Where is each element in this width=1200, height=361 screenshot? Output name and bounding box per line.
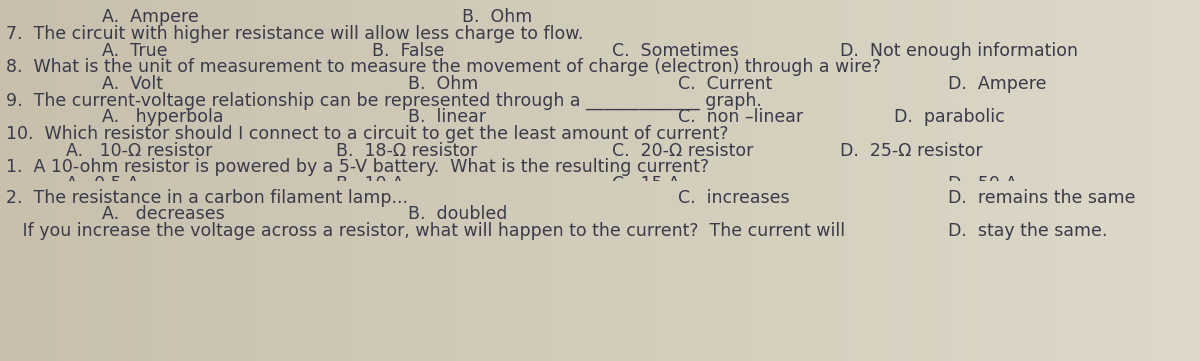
- Text: A.   10-Ω resistor: A. 10-Ω resistor: [66, 142, 212, 160]
- Text: 10.  Which resistor should I connect to a circuit to get the least amount of cur: 10. Which resistor should I connect to a…: [6, 125, 728, 143]
- Text: C.  15 A: C. 15 A: [612, 175, 680, 193]
- Text: 7.  The circuit with higher resistance will allow less charge to flow.: 7. The circuit with higher resistance wi…: [6, 25, 583, 43]
- Text: B.  linear: B. linear: [408, 108, 486, 126]
- Text: C.  non –linear: C. non –linear: [678, 108, 803, 126]
- Text: C.  Sometimes: C. Sometimes: [612, 42, 739, 60]
- Text: D.  Ampere: D. Ampere: [948, 75, 1046, 93]
- Text: C.  20-Ω resistor: C. 20-Ω resistor: [612, 142, 754, 160]
- Text: 2.  The resistance in a carbon filament lamp...: 2. The resistance in a carbon filament l…: [6, 188, 408, 206]
- Text: C.  Current: C. Current: [678, 75, 773, 93]
- Text: D.  Not enough information: D. Not enough information: [840, 42, 1078, 60]
- Text: 9.  The current-voltage relationship can be represented through a _____________ : 9. The current-voltage relationship can …: [6, 92, 762, 110]
- Text: A.  Ampere: A. Ampere: [102, 8, 199, 26]
- Text: B.  Ohm: B. Ohm: [462, 8, 533, 26]
- Text: B.  18-Ω resistor: B. 18-Ω resistor: [336, 142, 478, 160]
- Text: A.   decreases: A. decreases: [102, 205, 224, 223]
- Text: B.  False: B. False: [372, 42, 444, 60]
- Text: A.  True: A. True: [102, 42, 168, 60]
- Text: D.  parabolic: D. parabolic: [894, 108, 1004, 126]
- Text: D.  50 A: D. 50 A: [948, 175, 1018, 193]
- Text: B.  doubled: B. doubled: [408, 205, 508, 223]
- Text: If you increase the voltage across a resistor, what will happen to the current? : If you increase the voltage across a res…: [6, 222, 845, 240]
- Text: D.  remains the same: D. remains the same: [948, 188, 1135, 206]
- Text: A.  Volt: A. Volt: [102, 75, 163, 93]
- Text: B.  10 A: B. 10 A: [336, 175, 404, 193]
- Text: D.  25-Ω resistor: D. 25-Ω resistor: [840, 142, 983, 160]
- Text: A.   hyperbola: A. hyperbola: [102, 108, 223, 126]
- Text: C.  increases: C. increases: [678, 188, 790, 206]
- Text: A.  0.5 A: A. 0.5 A: [66, 175, 139, 193]
- Text: D.  stay the same.: D. stay the same.: [948, 222, 1108, 240]
- Text: 8.  What is the unit of measurement to measure the movement of charge (electron): 8. What is the unit of measurement to me…: [6, 58, 881, 76]
- Text: 1.  A 10-ohm resistor is powered by a 5-V battery.  What is the resulting curren: 1. A 10-ohm resistor is powered by a 5-V…: [6, 158, 709, 176]
- Text: B.  Ohm: B. Ohm: [408, 75, 479, 93]
